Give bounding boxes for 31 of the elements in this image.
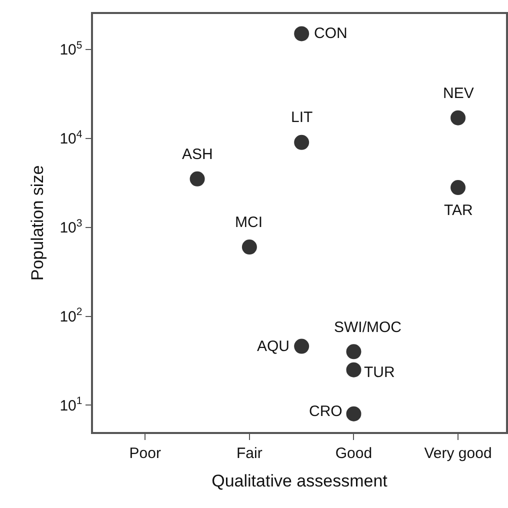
point [242, 240, 257, 255]
point [346, 406, 362, 422]
point [294, 338, 310, 354]
point [346, 344, 362, 360]
y-axis-title: Population size [28, 165, 47, 281]
y-tick-label: 10$^{3}$ [60, 217, 82, 237]
point [294, 26, 310, 42]
data-label: ASH [182, 146, 213, 163]
y-tick-label: 10$^{4}$ [60, 128, 82, 148]
data-label: SWI/MOC [334, 319, 402, 336]
data-label: AQU [257, 338, 290, 355]
point [294, 134, 310, 150]
data-label: CRO [309, 403, 342, 420]
x-tick-label: Poor [129, 444, 161, 462]
x-tick-label: Fair [236, 444, 262, 462]
point [450, 180, 466, 196]
y-tick-label: 10$^{1}$ [60, 395, 82, 414]
data-label: TAR [444, 202, 474, 219]
x-axis-title: Qualitative assessment [212, 472, 388, 491]
data-label: TUR [364, 364, 395, 381]
data-label: MCI [235, 214, 262, 231]
data-label: CON [314, 25, 348, 42]
data-label: NEV [443, 85, 474, 102]
point [450, 110, 466, 126]
x-tick-label: Very good [424, 444, 492, 462]
y-tick-label: 10$^{2}$ [60, 306, 82, 326]
point [346, 362, 362, 378]
point [190, 171, 205, 186]
y-tick-label: 10$^{5}$ [60, 39, 82, 59]
x-tick-label: Good [335, 444, 372, 462]
data-label: LIT [291, 109, 313, 126]
